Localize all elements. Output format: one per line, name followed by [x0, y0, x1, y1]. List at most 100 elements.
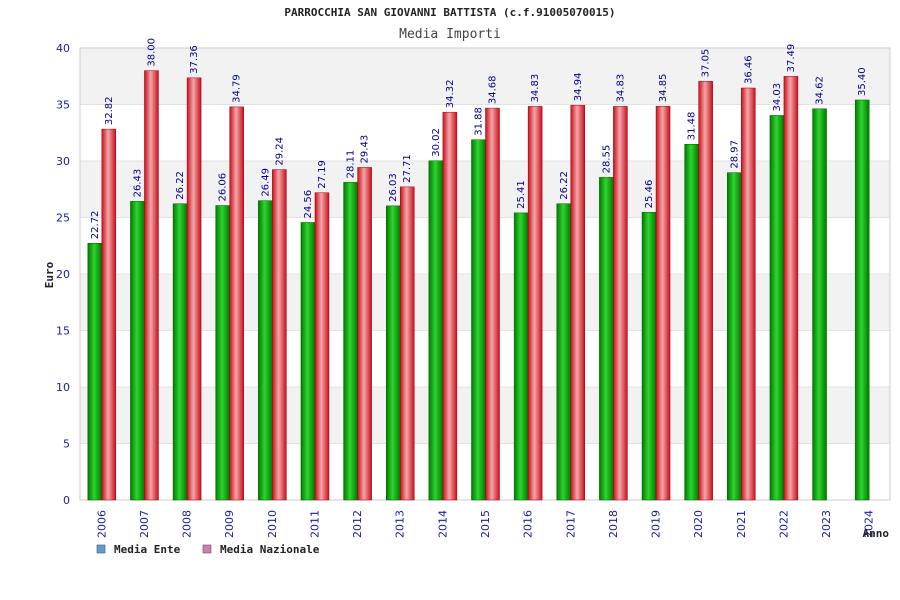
x-tick-label: 2016 — [522, 510, 535, 538]
bar-media-ente — [343, 182, 358, 501]
x-tick-label: 2024 — [863, 510, 876, 538]
data-label-media-nazionale: 34.85 — [658, 74, 669, 103]
data-label-media-ente: 28.55 — [601, 145, 612, 174]
bar-media-ente — [215, 205, 230, 501]
bar-media-nazionale — [314, 192, 330, 501]
bar-media-nazionale — [527, 106, 543, 501]
data-label-media-nazionale: 37.05 — [701, 49, 712, 78]
y-tick-label: 15 — [56, 325, 70, 338]
data-label-media-ente: 25.41 — [516, 180, 527, 209]
data-label-media-nazionale: 37.49 — [786, 44, 797, 73]
bar-media-ente — [300, 222, 316, 501]
chart-subtitle: Media Importi — [399, 27, 501, 42]
y-tick-label: 20 — [56, 268, 70, 281]
y-tick-label: 30 — [56, 155, 70, 168]
data-label-media-ente: 35.40 — [857, 67, 868, 96]
legend-swatch-nazionale — [202, 544, 212, 554]
data-label-media-ente: 26.22 — [175, 171, 186, 200]
bar-media-ente — [641, 212, 657, 501]
data-label-media-nazionale: 29.43 — [360, 135, 371, 164]
y-tick-label: 35 — [56, 99, 70, 112]
bar-media-ente — [385, 205, 401, 501]
y-tick-label: 40 — [56, 42, 70, 55]
x-tick-label: 2019 — [650, 510, 663, 538]
data-label-media-nazionale: 32.82 — [104, 96, 115, 125]
legend-swatch-ente — [96, 544, 106, 554]
bar-media-ente — [599, 177, 614, 501]
bar-media-nazionale — [357, 167, 372, 501]
bar-media-ente — [812, 108, 827, 501]
x-tick-label: 2014 — [436, 510, 449, 538]
data-label-media-nazionale: 38.00 — [146, 38, 157, 67]
x-tick-label: 2023 — [820, 510, 833, 538]
bar-media-ente — [428, 160, 444, 501]
bar-media-nazionale — [655, 105, 671, 501]
x-tick-label: 2018 — [607, 510, 620, 538]
bar-media-ente — [87, 243, 103, 501]
bar-media-nazionale — [144, 70, 159, 501]
data-label-media-nazionale: 27.71 — [402, 154, 413, 183]
bar-media-nazionale — [783, 76, 799, 501]
bar-media-nazionale — [272, 169, 287, 501]
bar-media-nazionale — [570, 104, 586, 501]
data-label-media-ente: 31.48 — [687, 112, 698, 141]
x-tick-label: 2006 — [95, 510, 108, 538]
legend-label-ente: Media Ente — [114, 543, 181, 556]
bar-media-nazionale — [186, 77, 202, 501]
data-label-media-nazionale: 34.94 — [573, 73, 584, 102]
x-tick-label: 2008 — [181, 510, 194, 538]
data-label-media-ente: 24.56 — [303, 190, 314, 219]
data-label-media-nazionale: 34.83 — [530, 74, 541, 103]
bar-media-ente — [854, 99, 870, 501]
data-label-media-nazionale: 34.68 — [488, 75, 499, 104]
bar-media-ente — [727, 172, 742, 501]
y-tick-label: 5 — [63, 438, 70, 451]
data-label-media-nazionale: 34.79 — [232, 74, 243, 103]
data-label-media-nazionale: 36.46 — [743, 55, 754, 84]
bar-media-nazionale — [101, 128, 117, 501]
x-tick-label: 2011 — [308, 510, 321, 538]
data-label-media-ente: 31.88 — [474, 107, 485, 136]
x-tick-label: 2020 — [692, 510, 705, 538]
data-label-media-nazionale: 27.19 — [317, 160, 328, 189]
data-label-media-nazionale: 34.32 — [445, 80, 456, 109]
x-tick-label: 2007 — [138, 510, 151, 538]
x-axis-label: Anno — [863, 527, 890, 540]
data-label-media-ente: 26.03 — [388, 173, 399, 202]
data-label-media-nazionale: 37.36 — [189, 45, 200, 74]
chart-title: PARROCCHIA SAN GIOVANNI BATTISTA (c.f.91… — [284, 6, 615, 19]
data-label-media-ente: 26.49 — [260, 168, 271, 197]
plot-band — [80, 48, 890, 105]
x-tick-label: 2009 — [223, 510, 236, 538]
x-tick-label: 2013 — [394, 510, 407, 538]
data-label-media-nazionale: 34.83 — [615, 74, 626, 103]
bar-media-ente — [684, 144, 699, 501]
bar-media-ente — [258, 200, 273, 501]
x-tick-label: 2015 — [479, 510, 492, 538]
bar-media-ente — [172, 203, 188, 501]
bar-media-nazionale — [698, 81, 713, 501]
data-label-media-ente: 22.72 — [90, 211, 101, 240]
bars: 22.72 32.82 26.43 38.00 26.22 37.36 26.06 34.79… — [87, 38, 870, 501]
legend-label-nazionale: Media Nazionale — [220, 543, 320, 556]
bar-media-nazionale — [229, 106, 244, 501]
bar-media-nazionale — [399, 186, 415, 501]
x-tick-label: 2017 — [564, 510, 577, 538]
y-axis-label: Euro — [43, 261, 56, 288]
data-label-media-ente: 28.97 — [729, 140, 740, 169]
bar-media-ente — [471, 139, 486, 501]
data-label-media-ente: 25.46 — [644, 180, 655, 209]
x-tick-label: 2022 — [777, 510, 790, 538]
bar-media-nazionale — [485, 107, 500, 501]
data-label-media-nazionale: 29.24 — [274, 137, 285, 166]
data-label-media-ente: 26.43 — [132, 169, 143, 198]
x-tick-label: 2012 — [351, 510, 364, 538]
bar-media-nazionale — [442, 111, 458, 501]
data-label-media-ente: 34.03 — [772, 83, 783, 112]
x-axis-ticks: 2006 2007 2008 2009 2010 2011 2012 2013 2014 2015… — [95, 510, 875, 538]
bar-media-ente — [513, 212, 529, 501]
bar-media-nazionale — [741, 87, 756, 501]
bar-media-ente — [556, 203, 572, 501]
data-label-media-ente: 26.06 — [218, 173, 229, 202]
